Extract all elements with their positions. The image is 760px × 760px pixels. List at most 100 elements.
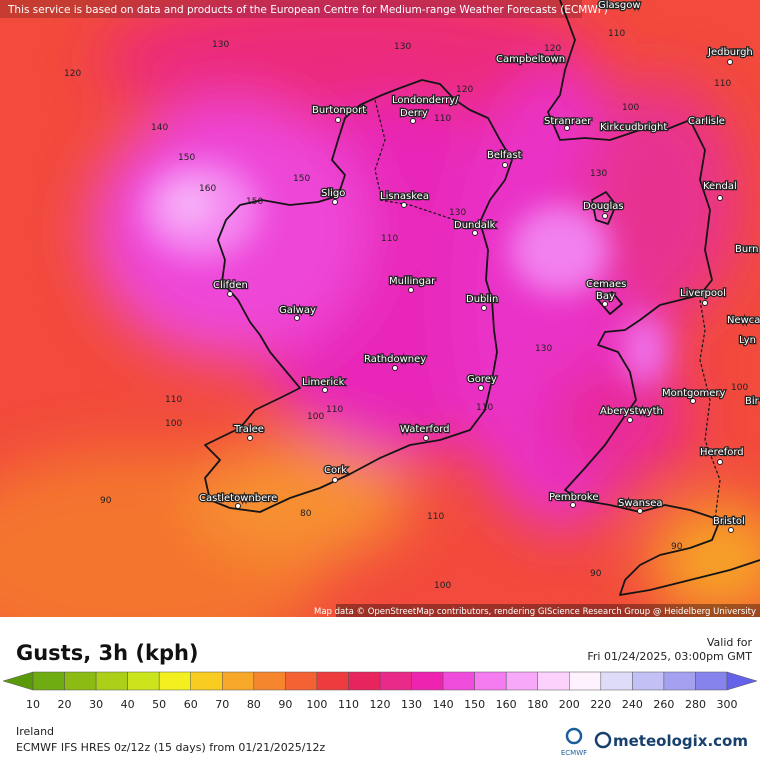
- city-marker: [410, 118, 416, 124]
- contour-label: 90: [100, 496, 112, 506]
- city-label: Burn: [735, 244, 758, 255]
- city-label: Pembroke: [549, 492, 599, 503]
- city-label: Dundalk: [454, 220, 496, 231]
- legend-label: 260: [653, 698, 674, 711]
- gust-field: [0, 0, 760, 617]
- city-marker: [481, 305, 487, 311]
- city-marker: [564, 125, 570, 131]
- contour-label: 100: [307, 412, 324, 422]
- legend-label: 120: [370, 698, 391, 711]
- legend-swatch: [32, 671, 65, 691]
- city-label: Gorey: [467, 374, 497, 385]
- legend-label: 10: [26, 698, 40, 711]
- legend-swatch: [695, 671, 728, 691]
- gust-peaks: [140, 160, 667, 385]
- contour-label: 140: [151, 123, 168, 133]
- legend-label: 50: [152, 698, 166, 711]
- city-label: Montgomery: [662, 388, 725, 399]
- city-marker: [717, 459, 723, 465]
- border: [374, 99, 721, 521]
- contour-label: 150: [246, 197, 263, 207]
- site-logo: meteologix.com: [594, 731, 748, 750]
- legend-swatch: [190, 671, 223, 691]
- city-marker: [322, 387, 328, 393]
- legend-label: 70: [215, 698, 229, 711]
- city-marker: [235, 503, 241, 509]
- city-marker: [557, 55, 563, 61]
- model-info: ECMWF IFS HRES 0z/12z (15 days) from 01/…: [16, 741, 326, 754]
- city-marker: [335, 117, 341, 123]
- city-marker: [637, 508, 643, 514]
- legend-label: 300: [717, 698, 738, 711]
- contour-label: 90: [590, 569, 602, 579]
- map: [0, 0, 760, 617]
- city-marker: [332, 477, 338, 483]
- city-label: Limerick: [302, 377, 345, 388]
- site-icon: [594, 731, 612, 749]
- legend-swatch: [442, 671, 475, 691]
- legend-arrow: [2, 671, 34, 691]
- contour-label: 100: [622, 103, 639, 113]
- disclaimer-bg: [0, 0, 582, 18]
- legend-swatch: [158, 671, 191, 691]
- legend-label: 160: [496, 698, 517, 711]
- contour-label: 120: [456, 85, 473, 95]
- contour-label: 110: [434, 114, 451, 124]
- city-label: Dublin: [466, 294, 498, 305]
- isle-of-man: [591, 191, 617, 225]
- legend-swatch: [64, 671, 97, 691]
- city-marker: [332, 199, 338, 205]
- valid-time: Fri 01/24/2025, 03:00pm GMT: [587, 650, 752, 663]
- contour-label: 100: [434, 581, 451, 591]
- contour-label: 120: [64, 69, 81, 79]
- attribution: Map data © OpenStreetMap contributors, r…: [314, 607, 756, 617]
- city-label: Hereford: [700, 447, 744, 458]
- legend-swatch: [222, 671, 255, 691]
- city-marker: [702, 300, 708, 306]
- city-label: Galway: [279, 305, 316, 316]
- city-label: Cork: [324, 465, 347, 476]
- legend-label: 200: [559, 698, 580, 711]
- legend-label: 180: [527, 698, 548, 711]
- contour-label: 110: [714, 79, 731, 89]
- contour-label: 130: [394, 42, 411, 52]
- valid-label: Valid for: [707, 636, 753, 649]
- legend-label: 90: [278, 698, 292, 711]
- legend-swatch: [253, 671, 286, 691]
- city-marker: [478, 385, 484, 391]
- city-label: Douglas: [583, 201, 624, 212]
- ireland-coast: [204, 79, 513, 513]
- contour-label: 160: [199, 184, 216, 194]
- city-marker: [502, 162, 508, 168]
- legend-label: 30: [89, 698, 103, 711]
- city-label: Carlisle: [688, 116, 725, 127]
- city-marker: [717, 195, 723, 201]
- contour-label: 110: [326, 405, 343, 415]
- city-label: Cemaes: [586, 279, 626, 290]
- contour-label: 100: [165, 419, 182, 429]
- contour-label: 100: [731, 383, 748, 393]
- city-marker: [690, 398, 696, 404]
- city-label: Newca: [727, 315, 760, 326]
- site-text: meteologix.com: [613, 732, 748, 750]
- legend-label: 150: [464, 698, 485, 711]
- city-marker: [627, 417, 633, 423]
- city-label: Waterford: [400, 424, 449, 435]
- disclaimer: This service is based on data and produc…: [7, 4, 608, 16]
- legend-label: 130: [401, 698, 422, 711]
- legend-arrow: [726, 671, 758, 691]
- legend-swatch: [316, 671, 349, 691]
- city-label: Burtonport: [312, 105, 366, 116]
- legend-label: 80: [247, 698, 261, 711]
- map-title: Gusts, 3h (kph): [16, 641, 199, 665]
- legend-swatch: [379, 671, 412, 691]
- city-marker: [408, 287, 414, 293]
- city-label: Lyn: [739, 335, 756, 346]
- city-label: Castletownbere: [199, 493, 277, 504]
- legend-swatch: [127, 671, 160, 691]
- city-marker: [660, 124, 666, 130]
- city-label: Bristol: [713, 516, 745, 527]
- city-label: Glasgow: [598, 0, 641, 11]
- city-label: Bir: [745, 396, 760, 407]
